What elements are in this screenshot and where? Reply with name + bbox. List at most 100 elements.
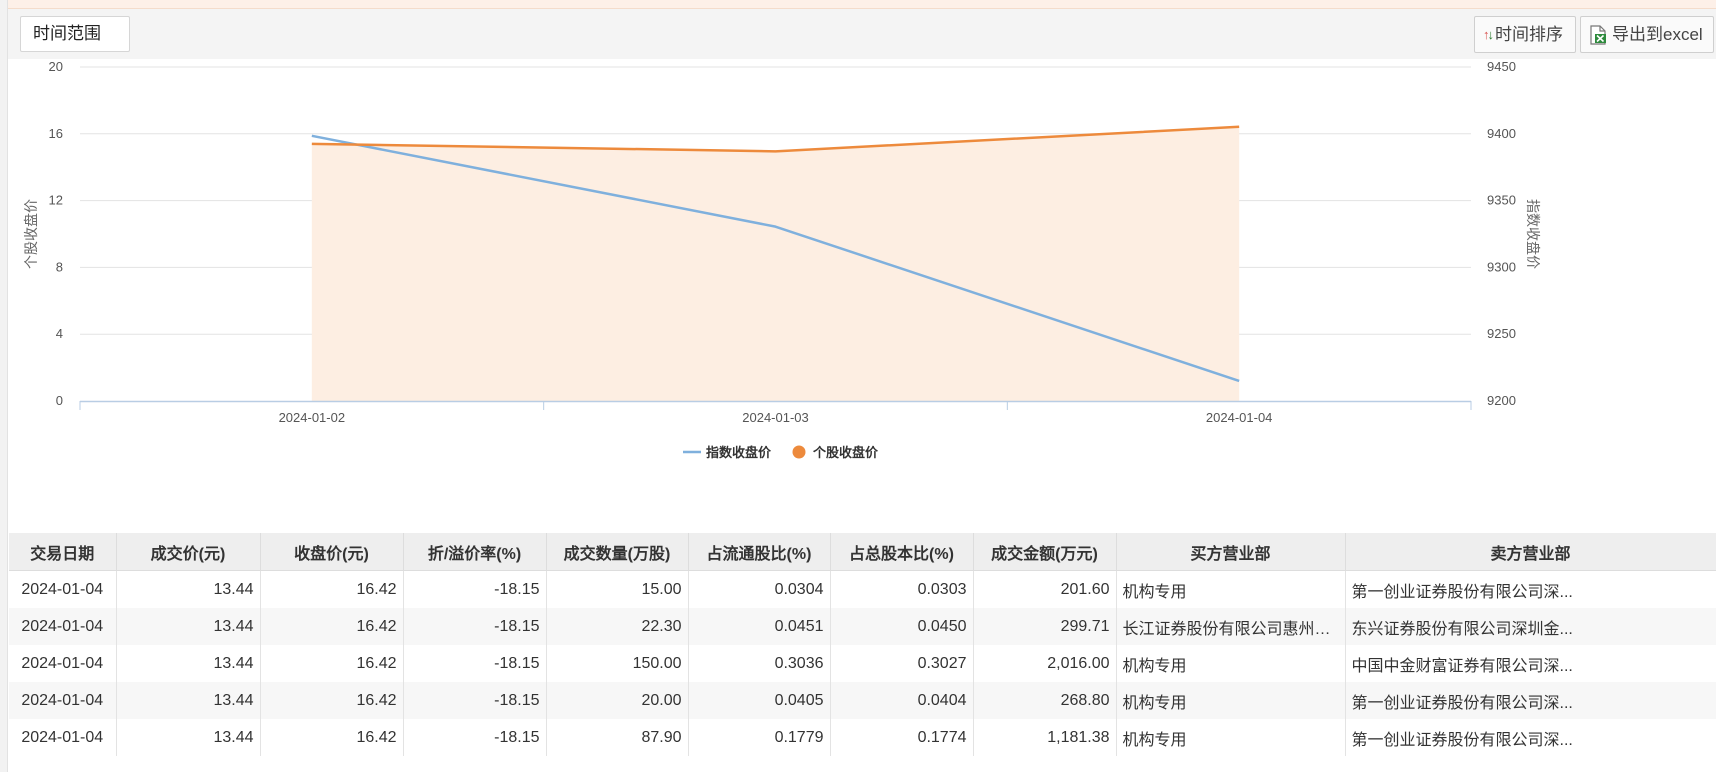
table-cell: 20.00	[546, 682, 689, 719]
y-right-axis-title: 指数收盘价	[1524, 199, 1541, 269]
table-cell: -18.15	[403, 719, 547, 756]
price-chart: 0 9200 4 9250 8 9300 12 9350 16 9400 20 9450 2024-01…	[23, 60, 1541, 461]
table-cell: 0.0450	[830, 608, 974, 645]
table-cell: 东兴证券股份有限公司深圳金...	[1345, 608, 1716, 645]
top-accent-strip	[8, 0, 1716, 9]
table-cell: 268.80	[973, 682, 1117, 719]
table-cell: 2024-01-04	[9, 645, 117, 682]
legend-label: 个股收盘价	[812, 445, 879, 461]
table-row[interactable]: 2024-01-04 13.44 16.42 -18.15 87.90 0.1779 0.1…	[9, 719, 1716, 756]
table-cell: 2024-01-04	[9, 608, 117, 645]
table-cell: -18.15	[403, 570, 547, 608]
block-trade-table: 交易日期 成交价(元) 收盘价(元) 折/溢价率(%) 成交数量(万股) 占流通股比(%)…	[9, 533, 1716, 756]
table-cell: 0.0304	[688, 570, 831, 608]
series-area-fill	[311, 126, 1240, 401]
table-cell: 0.3036	[688, 645, 831, 682]
y-left-axis-title: 个股收盘价	[23, 199, 40, 269]
table-cell: 0.1774	[830, 719, 974, 756]
y-right-tick-label: 9450	[1487, 60, 1516, 74]
table-cell: 第一创业证券股份有限公司深...	[1345, 719, 1716, 756]
legend-label: 指数收盘价	[706, 445, 772, 461]
y-right-tick-label: 9300	[1487, 259, 1516, 274]
left-panel-edge	[0, 0, 8, 772]
table-cell: 0.0303	[830, 570, 974, 608]
time-range-label: 时间范围	[33, 24, 101, 43]
table-cell: 16.42	[260, 570, 404, 608]
series-line	[311, 125, 1240, 153]
y-left-tick-label: 4	[56, 326, 63, 341]
table-cell: 0.0451	[688, 608, 831, 645]
table-cell: -18.15	[403, 682, 547, 719]
column-header[interactable]: 占总股本比(%)	[830, 533, 974, 571]
y-left-tick-label: 12	[49, 193, 63, 208]
table-cell: 15.00	[546, 570, 689, 608]
column-header[interactable]: 占流通股比(%)	[688, 533, 831, 571]
x-tick-label: 2024-01-03	[742, 410, 809, 425]
table-header-row: 交易日期 成交价(元) 收盘价(元) 折/溢价率(%) 成交数量(万股) 占流通股比(%)…	[9, 533, 1716, 571]
toolbar: 时间范围 ↑↓ 时间排序 导出到excel	[8, 9, 1716, 59]
legend-dot-marker	[792, 445, 806, 459]
table-cell: 1,181.38	[973, 719, 1117, 756]
export-excel-label: 导出到excel	[1612, 25, 1703, 44]
column-header[interactable]: 收盘价(元)	[260, 533, 404, 571]
table-cell: 13.44	[116, 608, 261, 645]
table-row[interactable]: 2024-01-04 13.44 16.42 -18.15 150.00 0.3036 0.…	[9, 645, 1716, 682]
column-header[interactable]: 成交数量(万股)	[546, 533, 689, 571]
table-cell: 13.44	[116, 682, 261, 719]
time-sort-button[interactable]: ↑↓ 时间排序	[1474, 16, 1576, 53]
table-cell: 13.44	[116, 645, 261, 682]
table-row[interactable]: 2024-01-04 13.44 16.42 -18.15 15.00 0.0304 0.0…	[9, 570, 1716, 608]
table-cell: -18.15	[403, 645, 547, 682]
excel-export-icon	[1590, 24, 1606, 45]
column-header[interactable]: 交易日期	[9, 533, 117, 571]
y-right-tick-label: 9200	[1487, 393, 1516, 408]
y-left-tick-label: 0	[56, 393, 63, 408]
time-range-button[interactable]: 时间范围	[20, 16, 130, 52]
table-cell: 299.71	[973, 608, 1117, 645]
table-cell: 0.3027	[830, 645, 974, 682]
column-header[interactable]: 成交价(元)	[116, 533, 261, 571]
table-cell: 2024-01-04	[9, 682, 117, 719]
chart-axes: 0 9200 4 9250 8 9300 12 9350 16 9400 20 9450 2024-01…	[23, 60, 1541, 425]
table-cell: 16.42	[260, 719, 404, 756]
table-cell: -18.15	[403, 608, 547, 645]
chart-line-layer	[311, 125, 1240, 383]
y-right-tick-label: 9350	[1487, 193, 1516, 208]
table-cell: 2024-01-04	[9, 719, 117, 756]
table-cell: 87.90	[546, 719, 689, 756]
table-cell: 长江证券股份有限公司惠州金...	[1116, 608, 1346, 645]
y-right-tick-label: 9400	[1487, 126, 1516, 141]
table-cell: 机构专用	[1116, 682, 1346, 719]
chart-area-layer	[311, 126, 1240, 401]
sort-arrows-icon: ↑↓	[1483, 27, 1494, 42]
table-cell: 机构专用	[1116, 570, 1346, 608]
table-cell: 0.0405	[688, 682, 831, 719]
table-cell: 0.0404	[830, 682, 974, 719]
table-cell: 机构专用	[1116, 645, 1346, 682]
column-header[interactable]: 折/溢价率(%)	[403, 533, 547, 571]
y-left-tick-label: 8	[56, 259, 63, 274]
column-header[interactable]: 成交金额(万元)	[973, 533, 1117, 571]
table-cell: 22.30	[546, 608, 689, 645]
export-excel-button[interactable]: 导出到excel	[1580, 16, 1714, 53]
table-cell: 13.44	[116, 570, 261, 608]
table-cell: 第一创业证券股份有限公司深...	[1345, 570, 1716, 608]
table-cell: 2024-01-04	[9, 570, 117, 608]
y-left-tick-label: 16	[49, 126, 63, 141]
x-tick-label: 2024-01-04	[1206, 410, 1273, 425]
time-sort-label: 时间排序	[1495, 25, 1563, 44]
table-cell: 16.42	[260, 682, 404, 719]
series-line	[311, 134, 1240, 383]
table-body: 2024-01-04 13.44 16.42 -18.15 15.00 0.0304 0.0…	[9, 570, 1716, 756]
table-cell: 第一创业证券股份有限公司深...	[1345, 682, 1716, 719]
chart-legend[interactable]: 指数收盘价 个股收盘价	[683, 445, 879, 461]
table-row[interactable]: 2024-01-04 13.44 16.42 -18.15 20.00 0.0405 0.0…	[9, 682, 1716, 719]
x-tick-label: 2024-01-02	[279, 410, 346, 425]
table-row[interactable]: 2024-01-04 13.44 16.42 -18.15 22.30 0.0451 0.0…	[9, 608, 1716, 645]
table-cell: 150.00	[546, 645, 689, 682]
y-right-tick-label: 9250	[1487, 326, 1516, 341]
column-header[interactable]: 卖方营业部	[1345, 533, 1716, 571]
table-cell: 机构专用	[1116, 719, 1346, 756]
y-left-tick-label: 20	[49, 60, 63, 74]
column-header[interactable]: 买方营业部	[1116, 533, 1346, 571]
